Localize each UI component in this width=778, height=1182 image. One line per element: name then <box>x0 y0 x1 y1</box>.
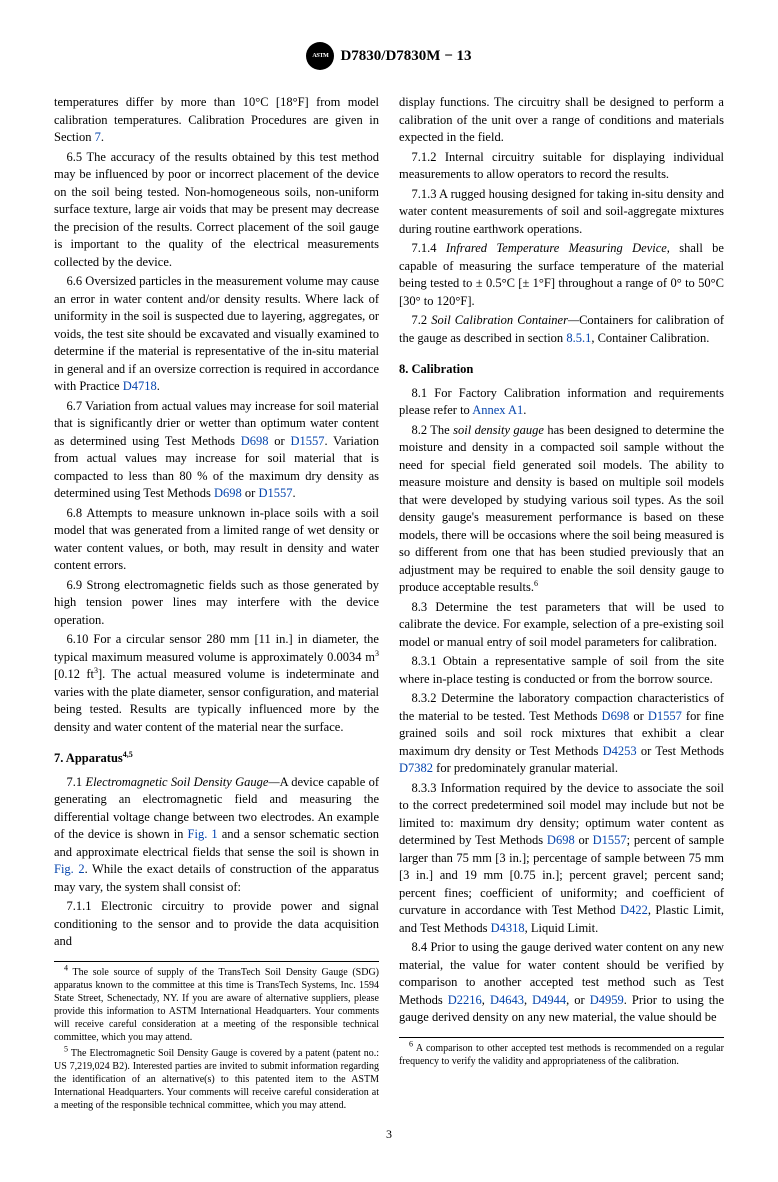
link-d4959[interactable]: D4959 <box>590 993 624 1007</box>
footnote-4: 4 The sole source of supply of the Trans… <box>54 966 379 1044</box>
page-header: D7830/D7830M − 13 <box>54 42 724 70</box>
footnote-5: 5 The Electromagnetic Soil Density Gauge… <box>54 1047 379 1112</box>
link-fig-2[interactable]: Fig. 2 <box>54 862 85 876</box>
para-7-1-1-cont: display functions. The circuitry shall b… <box>399 94 724 147</box>
link-annex-a1[interactable]: Annex A1 <box>472 403 523 417</box>
para-7-1: 7.1 Electromagnetic Soil Density Gauge—A… <box>54 774 379 897</box>
body-columns: temperatures differ by more than 10°C [1… <box>54 94 724 1112</box>
footnotes-right: 6 A comparison to other accepted test me… <box>399 1037 724 1068</box>
para-7-1-4: 7.1.4 Infrared Temperature Measuring Dev… <box>399 240 724 310</box>
link-d2216[interactable]: D2216 <box>448 993 482 1007</box>
para-8-3-1: 8.3.1 Obtain a representative sample of … <box>399 653 724 688</box>
link-d7382[interactable]: D7382 <box>399 761 433 775</box>
para-7-1-3: 7.1.3 A rugged housing designed for taki… <box>399 186 724 239</box>
para-7-2: 7.2 Soil Calibration Container—Container… <box>399 312 724 347</box>
para-6-4-cont: temperatures differ by more than 10°C [1… <box>54 94 379 147</box>
para-6-5: 6.5 The accuracy of the results obtained… <box>54 149 379 272</box>
para-6-7: 6.7 Variation from actual values may inc… <box>54 398 379 503</box>
astm-logo <box>306 42 334 70</box>
footnotes-left: 4 The sole source of supply of the Trans… <box>54 961 379 1112</box>
link-d698-a[interactable]: D698 <box>241 434 269 448</box>
page-number: 3 <box>54 1126 724 1143</box>
link-d1557-d[interactable]: D1557 <box>593 833 627 847</box>
para-7-1-2: 7.1.2 Internal circuitry suitable for di… <box>399 149 724 184</box>
section-8-heading: 8. Calibration <box>399 361 724 379</box>
para-8-2: 8.2 The soil density gauge has been desi… <box>399 422 724 597</box>
link-d4253[interactable]: D4253 <box>603 744 637 758</box>
link-d698-d[interactable]: D698 <box>547 833 575 847</box>
para-8-1: 8.1 For Factory Calibration information … <box>399 385 724 420</box>
link-8-5-1[interactable]: 8.5.1 <box>566 331 591 345</box>
footnote-6: 6 A comparison to other accepted test me… <box>399 1042 724 1068</box>
para-8-3-3: 8.3.3 Information required by the device… <box>399 780 724 938</box>
link-d4718[interactable]: D4718 <box>123 379 157 393</box>
para-6-8: 6.8 Attempts to measure unknown in-place… <box>54 505 379 575</box>
section-7-heading: 7. Apparatus4,5 <box>54 750 379 768</box>
para-7-1-1: 7.1.1 Electronic circuitry to provide po… <box>54 898 379 951</box>
link-d4318[interactable]: D4318 <box>491 921 525 935</box>
para-6-6: 6.6 Oversized particles in the measureme… <box>54 273 379 396</box>
para-8-3: 8.3 Determine the test parameters that w… <box>399 599 724 652</box>
para-6-9: 6.9 Strong electromagnetic fields such a… <box>54 577 379 630</box>
para-8-3-2: 8.3.2 Determine the laboratory compactio… <box>399 690 724 778</box>
link-d1557-c[interactable]: D1557 <box>648 709 682 723</box>
link-d4643[interactable]: D4643 <box>490 993 524 1007</box>
link-d422[interactable]: D422 <box>620 903 648 917</box>
link-d1557-a[interactable]: D1557 <box>290 434 324 448</box>
para-8-4: 8.4 Prior to using the gauge derived wat… <box>399 939 724 1027</box>
para-6-10: 6.10 For a circular sensor 280 mm [11 in… <box>54 631 379 736</box>
link-d4944[interactable]: D4944 <box>532 993 566 1007</box>
link-fig-1[interactable]: Fig. 1 <box>188 827 218 841</box>
link-d1557-b[interactable]: D1557 <box>258 486 292 500</box>
link-d698-b[interactable]: D698 <box>214 486 242 500</box>
link-d698-c[interactable]: D698 <box>602 709 630 723</box>
designation: D7830/D7830M − 13 <box>340 46 471 67</box>
